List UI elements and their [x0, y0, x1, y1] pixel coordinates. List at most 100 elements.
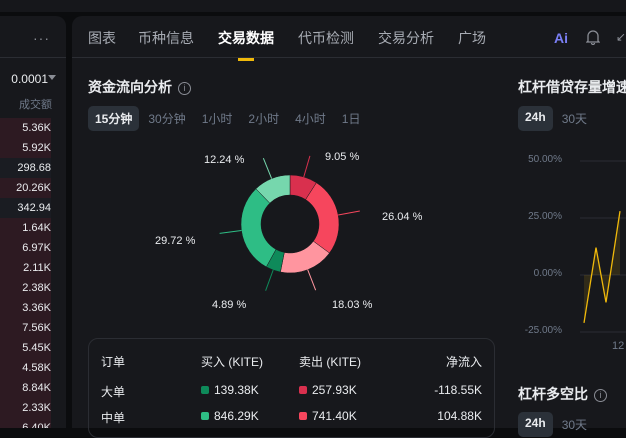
buy-value: 846.29K: [214, 409, 259, 423]
sell-color-swatch: [299, 412, 307, 420]
series-line: [583, 211, 621, 323]
column-header: 卖出 (KITE): [299, 355, 361, 369]
range-option[interactable]: 30天: [561, 112, 588, 126]
donut-slice[interactable]: [255, 174, 291, 204]
net-inflow: -118.55K: [434, 383, 482, 397]
interval-selector: 15分钟 30分钟 1小时 2小时 4小时 1日: [88, 106, 367, 131]
line-area: [584, 211, 620, 323]
info-icon[interactable]: i: [178, 82, 191, 95]
order-book-row[interactable]: 1.64K: [0, 218, 51, 238]
sell-cell: 741.40K: [299, 409, 357, 423]
fund-flow-donut-chart: 9.05 % 26.04 % 18.03 % 4.89 % 29.72 % 12.24 %: [155, 151, 423, 311]
range-option[interactable]: 2小时: [248, 112, 280, 126]
order-book-panel: ··· 0.0001 成交额 5.36K 5.92K 298.68 20.26K 342…: [0, 16, 66, 428]
ai-icon[interactable]: Ai: [554, 30, 568, 46]
slice-label: 26.04 %: [382, 211, 423, 223]
buy-cell: 139.38K: [201, 383, 259, 397]
tab-bar: 图表 币种信息 交易数据 代币检测 交易分析 广场: [72, 16, 626, 61]
order-book-row[interactable]: 8.84K: [0, 378, 51, 398]
y-tick-label: 50.00%: [528, 154, 562, 165]
buy-color-swatch: [201, 412, 209, 420]
order-type: 大单: [101, 385, 126, 399]
tab-5[interactable]: 广场: [458, 30, 486, 46]
order-book-row[interactable]: 5.36K: [0, 118, 51, 138]
info-icon[interactable]: i: [594, 389, 607, 402]
leader-line: [307, 269, 317, 291]
slice-label: 4.89 %: [212, 299, 246, 311]
sell-value: 257.93K: [312, 383, 357, 397]
leader-line: [303, 155, 311, 178]
order-book-row[interactable]: 6.97K: [0, 238, 51, 258]
range-option[interactable]: 1小时: [201, 112, 233, 126]
leader-line: [219, 229, 242, 234]
leverage-growth-line-chart: [580, 160, 626, 333]
slice-label: 29.72 %: [155, 235, 196, 247]
slice-label: 9.05 %: [325, 151, 359, 163]
column-header-amount: 成交额: [19, 99, 52, 111]
net-inflow: 104.88K: [437, 409, 482, 423]
range-option[interactable]: 24h: [518, 106, 553, 131]
order-book-row[interactable]: 7.56K: [0, 318, 51, 338]
slice-label: 18.03 %: [332, 299, 373, 311]
divider: [0, 57, 66, 58]
bell-icon[interactable]: [586, 29, 600, 45]
leader-line: [262, 158, 273, 179]
sell-color-swatch: [299, 386, 307, 394]
more-dots-icon[interactable]: ···: [33, 30, 50, 46]
y-tick-label: 0.00%: [533, 268, 562, 279]
leverage-growth-range-selector: 24h 30天: [518, 106, 594, 131]
fund-flow-title: 资金流向分析 i: [88, 77, 191, 97]
range-option[interactable]: 1日: [341, 112, 361, 126]
column-header: 订单: [101, 355, 126, 369]
leader-line: [338, 210, 360, 216]
order-book-row[interactable]: 342.94: [0, 198, 51, 218]
y-tick-label: 25.00%: [528, 211, 562, 222]
sell-value: 741.40K: [312, 409, 357, 423]
tab-2[interactable]: 交易数据: [218, 30, 274, 61]
order-book-row[interactable]: 5.45K: [0, 338, 51, 358]
range-option[interactable]: 30天: [561, 418, 588, 432]
fund-flow-title-text: 资金流向分析: [88, 79, 172, 95]
range-option[interactable]: 30分钟: [148, 112, 186, 126]
range-option[interactable]: 24h: [518, 412, 553, 437]
donut-slice[interactable]: [305, 182, 340, 254]
order-book-row[interactable]: 3.36K: [0, 298, 51, 318]
order-type: 中单: [101, 411, 126, 425]
tab-1[interactable]: 币种信息: [138, 30, 194, 46]
x-tick-label: 12: [612, 340, 625, 352]
top-ticker-strip: [0, 0, 626, 12]
order-book-row[interactable]: 2.33K: [0, 398, 51, 418]
leverage-ratio-range-selector: 24h 30天: [518, 412, 594, 437]
range-option[interactable]: 15分钟: [88, 106, 140, 131]
table-row: 大单 139.38K 257.93K -118.55K: [101, 383, 482, 403]
buy-color-swatch: [201, 386, 209, 394]
sell-cell: 257.93K: [299, 383, 357, 397]
order-book-row[interactable]: 2.11K: [0, 258, 51, 278]
order-book-row[interactable]: 6.40K: [0, 418, 51, 428]
order-book-row[interactable]: 5.92K: [0, 138, 51, 158]
table-header-row: 订单 买入 (KITE) 卖出 (KITE) 净流入: [101, 353, 482, 373]
order-book-row[interactable]: 20.26K: [0, 178, 51, 198]
fund-flow-table: 订单 买入 (KITE) 卖出 (KITE) 净流入大单 139.38K 257.93K -…: [88, 338, 495, 438]
table-row: 中单 846.29K 741.40K 104.88K: [101, 409, 482, 429]
tab-3[interactable]: 代币检测: [298, 30, 354, 46]
leverage-ratio-title: 杠杆多空比 i: [518, 384, 607, 404]
main-panel: 图表 币种信息 交易数据 代币检测 交易分析 广场 Ai ↙ 资金流向分析 i 15分钟 30…: [72, 16, 626, 438]
tab-4[interactable]: 交易分析: [378, 30, 434, 46]
range-option[interactable]: 4小时: [295, 112, 326, 126]
leverage-growth-title: 杠杆借贷存量增速: [518, 79, 626, 95]
order-book-row[interactable]: 4.58K: [0, 358, 51, 378]
buy-cell: 846.29K: [201, 409, 259, 423]
tab-0[interactable]: 图表: [88, 30, 116, 46]
buy-value: 139.38K: [214, 383, 259, 397]
leader-line: [265, 269, 274, 291]
order-book-row[interactable]: 298.68: [0, 158, 51, 178]
chevron-down-icon[interactable]: [48, 75, 56, 80]
expand-icon[interactable]: ↙: [616, 30, 626, 44]
precision-select[interactable]: 0.0001: [11, 72, 48, 86]
order-book-row[interactable]: 2.38K: [0, 278, 51, 298]
y-tick-label: -25.00%: [524, 325, 562, 336]
column-header: 净流入: [445, 355, 482, 369]
slice-label: 12.24 %: [204, 154, 245, 166]
column-header: 买入 (KITE): [201, 355, 263, 369]
